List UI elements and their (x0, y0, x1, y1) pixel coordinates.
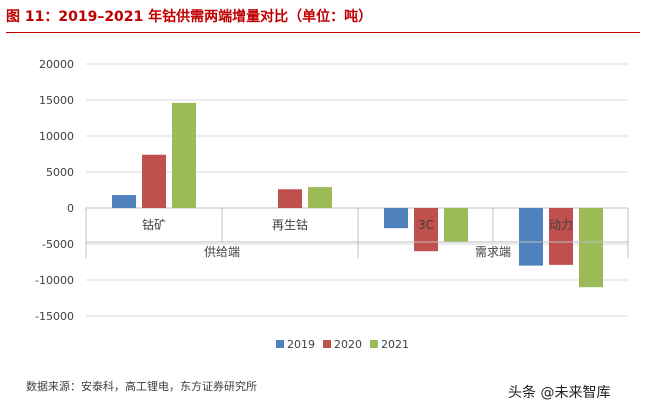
group-label: 需求端 (475, 245, 511, 259)
legend-label: 2019 (287, 338, 315, 351)
bars (112, 102, 603, 288)
legend-swatch-2021 (370, 340, 378, 348)
bar-2021-3 (579, 208, 603, 288)
legend-label: 2020 (334, 338, 362, 351)
category-label: 动力 (549, 218, 573, 232)
category-label: 3C (418, 218, 434, 232)
source-note: 数据来源：安泰科，高工锂电，东方证券研究所 (26, 380, 257, 393)
title-divider (6, 32, 640, 33)
y-tick-label: 0 (67, 202, 74, 215)
y-tick-label: 10000 (39, 130, 74, 143)
legend-swatch-2020 (323, 340, 331, 348)
y-tick-label: 15000 (39, 94, 74, 107)
watermark: 头条 @未来智库 (508, 385, 611, 401)
bar-2019-0 (112, 195, 136, 208)
bar-2021-2 (444, 208, 468, 242)
category-label: 钴矿 (142, 217, 166, 232)
y-tick-label: -10000 (35, 274, 74, 287)
y-axis-tick-labels: 20000 15000 10000 5000 0 -5000 -10000 -15000 (35, 58, 74, 323)
bar-2020-0 (142, 154, 166, 208)
bar-2020-2 (414, 208, 438, 252)
y-tick-label: -15000 (35, 310, 74, 323)
bar-2020-3 (549, 208, 573, 265)
y-tick-label: -5000 (42, 238, 74, 251)
legend-label: 2021 (381, 338, 409, 351)
bar-2021-1 (308, 187, 332, 208)
gridlines (86, 63, 628, 317)
y-tick-label: 5000 (46, 166, 74, 179)
bar-2019-3 (519, 208, 543, 266)
bar-2020-1 (278, 189, 302, 208)
chart-title: 图 11：2019–2021 年钴供需两端增量对比（单位：吨） (6, 9, 373, 25)
bar-2019-2 (384, 208, 408, 229)
bar-2021-0 (172, 102, 196, 208)
legend-swatch-2019 (276, 340, 284, 348)
y-tick-label: 20000 (39, 58, 74, 71)
legend: 2019 2020 2021 (276, 338, 409, 351)
group-label: 供给端 (204, 245, 240, 259)
category-label: 再生钴 (272, 217, 308, 232)
